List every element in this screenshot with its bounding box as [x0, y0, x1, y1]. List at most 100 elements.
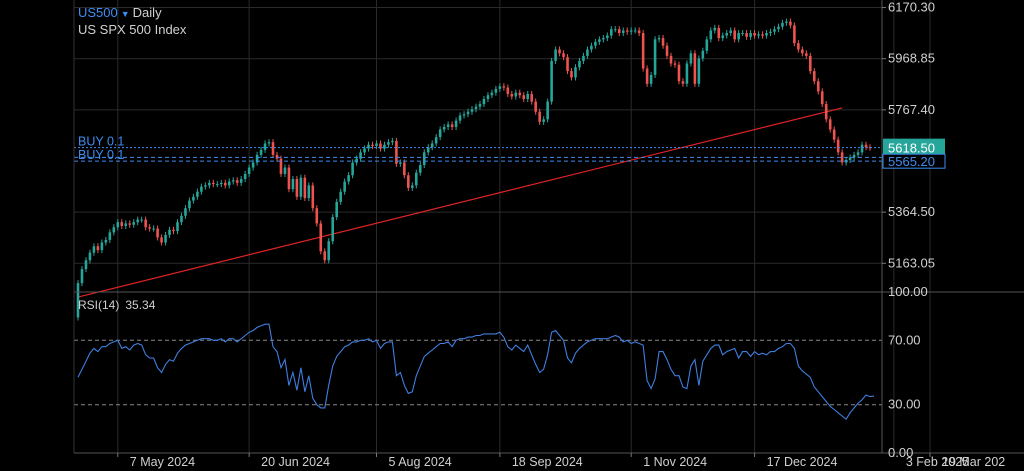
candle-body [820, 91, 824, 105]
chart-header: US500 ▼ Daily [78, 5, 162, 20]
candle-body [570, 71, 573, 78]
order-label: BUY 0.1 [78, 148, 124, 162]
time-axis-label: 20 Jun 2024 [261, 455, 330, 469]
candle-body [530, 93, 534, 102]
candle-body [414, 172, 418, 186]
time-axis-label: 18 Sep 2024 [512, 455, 583, 469]
candle-body [92, 246, 96, 253]
candle-body [196, 191, 199, 197]
candle-body [243, 173, 247, 180]
candle-body [208, 182, 211, 186]
rsi-axis-label: 0.00 [888, 445, 913, 460]
candle-body [582, 55, 585, 61]
candle-body [395, 140, 398, 164]
candle-body [745, 33, 748, 37]
candle-body [741, 33, 744, 35]
candle-body [574, 67, 577, 78]
candle-body [430, 143, 434, 148]
candle-body [359, 152, 362, 159]
candle-body [259, 149, 263, 155]
rsi-indicator-name: RSI(14) [78, 298, 120, 312]
candle-body [223, 182, 227, 186]
candle-body [816, 81, 820, 92]
candle-body [399, 162, 402, 164]
candle-body [291, 179, 295, 190]
candle-body [828, 119, 832, 130]
rsi-line [77, 323, 875, 421]
candle-body [645, 68, 649, 84]
rsi-current-value: 35.34 [125, 298, 156, 312]
candle-body [88, 252, 92, 261]
candle-body [510, 93, 514, 97]
candle-body [685, 63, 689, 84]
candle-body [498, 86, 502, 89]
candle-body [176, 222, 179, 232]
candle-body [697, 58, 701, 84]
candle-body [637, 30, 641, 34]
candle-body [80, 269, 84, 284]
candle-body [407, 175, 410, 188]
candle-body [494, 88, 498, 93]
candle-body [231, 180, 235, 182]
rsi-axis-label: 100.00 [888, 284, 928, 299]
candle-body [279, 158, 283, 174]
candle-body [299, 177, 303, 197]
candle-body [307, 185, 311, 199]
candle-body [422, 152, 426, 166]
candle-body [617, 29, 621, 34]
candle-body [809, 55, 812, 72]
candle-body [434, 137, 438, 144]
candle-body [812, 71, 816, 82]
candle-body [629, 30, 633, 32]
time-axis-label: 5 Aug 2024 [388, 455, 451, 469]
candle-body [84, 260, 88, 270]
candle-body [331, 217, 335, 242]
candle-body [128, 223, 132, 225]
candle-body [514, 92, 518, 97]
candle-body [773, 29, 776, 32]
candle-body [247, 167, 251, 174]
candle-body [562, 53, 565, 58]
candle-body [319, 223, 323, 252]
candle-body [371, 144, 374, 146]
candle-body [212, 182, 215, 185]
candle-body [446, 124, 450, 127]
time-axis-label: 7 May 2024 [130, 455, 195, 469]
candle-body [438, 129, 442, 138]
candle-body [602, 38, 605, 40]
timeframe-label[interactable]: Daily [132, 5, 162, 20]
candle-body [343, 181, 346, 192]
candle-body [689, 53, 693, 64]
candle-body [705, 39, 709, 51]
chevron-down-icon[interactable]: ▼ [120, 9, 130, 19]
candle-body [442, 126, 446, 130]
candle-body [454, 120, 458, 127]
candle-series [76, 18, 872, 321]
grid-lines [74, 0, 931, 453]
candle-body [852, 154, 856, 158]
candle-body [144, 219, 147, 228]
moving-average-layer [77, 107, 843, 298]
candle-body [367, 144, 370, 149]
candle-body [458, 115, 462, 121]
candle-body [578, 60, 581, 68]
rsi-series [77, 323, 875, 421]
candle-body [801, 49, 804, 54]
candle-body [375, 143, 378, 146]
candle-body [793, 25, 796, 44]
candle-body [227, 181, 231, 186]
candle-body [625, 30, 629, 32]
candle-body [200, 186, 203, 192]
candle-body [713, 27, 717, 31]
rsi-axis-label: 30.00 [888, 397, 921, 412]
candle-body [598, 39, 601, 42]
candle-body [275, 154, 279, 159]
price-axis-label: 5767.40 [888, 102, 935, 117]
candle-body [840, 152, 844, 163]
candle-body [522, 95, 526, 100]
symbol-selector[interactable]: US500 [78, 5, 118, 20]
candle-body [156, 228, 159, 238]
candle-body [681, 81, 685, 84]
